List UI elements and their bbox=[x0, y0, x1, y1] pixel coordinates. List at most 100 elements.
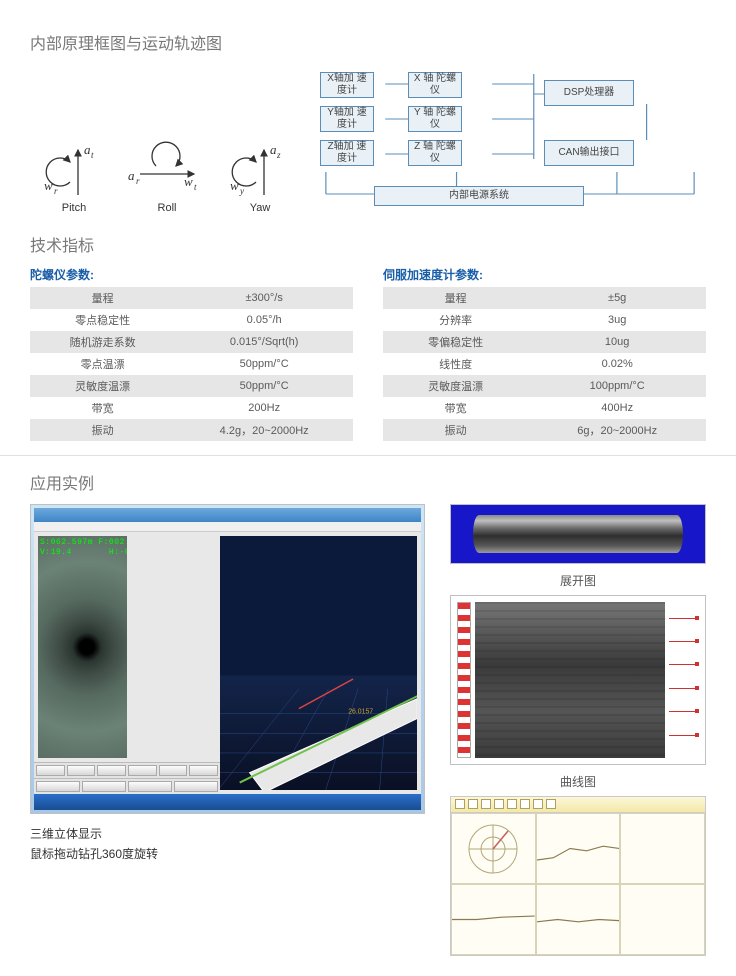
bd-x-accel: X轴加 速度计 bbox=[320, 72, 374, 98]
spec-name: 分辨率 bbox=[383, 309, 528, 331]
axis-yaw: a z w y Yaw bbox=[226, 140, 294, 214]
spec-value: 0.015°/Sqrt(h) bbox=[175, 331, 353, 353]
strip-log bbox=[450, 595, 706, 765]
spec-name: 带宽 bbox=[383, 397, 528, 419]
table-row: 零偏稳定性10ug bbox=[383, 331, 706, 353]
label-unfold: 展开图 bbox=[450, 572, 706, 589]
spec-name: 线性度 bbox=[383, 353, 528, 375]
svg-text:r: r bbox=[54, 186, 58, 196]
section-title-specs: 技术指标 bbox=[30, 232, 706, 256]
win-titlebar bbox=[34, 508, 421, 522]
spec-name: 量程 bbox=[30, 287, 175, 309]
spec-name: 振动 bbox=[30, 419, 175, 441]
cam-button-row2 bbox=[34, 778, 220, 794]
spec-value: 400Hz bbox=[528, 397, 706, 419]
table-row: 线性度0.02% bbox=[383, 353, 706, 375]
svg-text:r: r bbox=[136, 176, 140, 186]
bd-y-accel: Y轴加 速度计 bbox=[320, 106, 374, 132]
spec-value: ±300°/s bbox=[175, 287, 353, 309]
core-image bbox=[475, 602, 665, 758]
spec-value: 0.02% bbox=[528, 353, 706, 375]
spec-table-accel: 量程±5g分辨率3ug零偏稳定性10ug线性度0.02%灵敏度温漂100ppm/… bbox=[383, 287, 706, 441]
spec-head-accel: 伺服加速度计参数: bbox=[383, 266, 706, 283]
cylinder-render bbox=[450, 504, 706, 564]
spec-value: 0.05°/h bbox=[175, 309, 353, 331]
win-menubar bbox=[34, 522, 421, 532]
spec-value: 50ppm/°C bbox=[175, 353, 353, 375]
bd-z-accel: Z轴加 速度计 bbox=[320, 140, 374, 166]
table-row: 随机游走系数0.015°/Sqrt(h) bbox=[30, 331, 353, 353]
svg-text:t: t bbox=[194, 182, 197, 192]
curve-panel bbox=[450, 796, 706, 956]
spec-name: 带宽 bbox=[30, 397, 175, 419]
principle-row: a t w r Pitch a r w t Roll bbox=[30, 64, 706, 214]
bd-power: 内部电源系统 bbox=[374, 186, 584, 206]
spec-value: 200Hz bbox=[175, 397, 353, 419]
spec-name: 振动 bbox=[383, 419, 528, 441]
axis-label: Yaw bbox=[250, 202, 271, 214]
block-diagram: X轴加 速度计 Y轴加 速度计 Z轴加 速度计 X 轴 陀螺仪 Y 轴 陀螺仪 … bbox=[314, 64, 706, 214]
table-row: 带宽200Hz bbox=[30, 397, 353, 419]
axis-roll: a r w t Roll bbox=[128, 140, 206, 214]
spec-value: 4.2g，20~2000Hz bbox=[175, 419, 353, 441]
table-row: 零点温漂50ppm/°C bbox=[30, 353, 353, 375]
table-row: 振动4.2g，20~2000Hz bbox=[30, 419, 353, 441]
tick-column bbox=[669, 602, 699, 758]
svg-text:w: w bbox=[184, 174, 193, 189]
spec-accel: 伺服加速度计参数: 量程±5g分辨率3ug零偏稳定性10ug线性度0.02%灵敏… bbox=[383, 266, 706, 441]
table-row: 灵敏度温漂100ppm/°C bbox=[383, 375, 706, 397]
spec-name: 零点温漂 bbox=[30, 353, 175, 375]
table-row: 量程±5g bbox=[383, 287, 706, 309]
table-row: 量程±300°/s bbox=[30, 287, 353, 309]
screenshot-3d: S:062.597m F:002.9 V:19.4 H:-03.0 bbox=[30, 504, 425, 956]
table-row: 零点稳定性0.05°/h bbox=[30, 309, 353, 331]
cam-button-row bbox=[34, 762, 220, 778]
table-row: 振动6g，20~2000Hz bbox=[383, 419, 706, 441]
spec-name: 灵敏度温漂 bbox=[30, 375, 175, 397]
spec-name: 灵敏度温漂 bbox=[383, 375, 528, 397]
svg-text:26.0157: 26.0157 bbox=[348, 709, 373, 716]
spec-value: 10ug bbox=[528, 331, 706, 353]
svg-text:a: a bbox=[128, 168, 135, 183]
spec-name: 零偏稳定性 bbox=[383, 331, 528, 353]
svg-text:a: a bbox=[84, 142, 91, 157]
osd-line2: V:19.4 H:-03.0 bbox=[40, 548, 127, 557]
bd-dsp: DSP处理器 bbox=[544, 80, 634, 106]
spec-value: 100ppm/°C bbox=[528, 375, 706, 397]
bd-y-gyro: Y 轴 陀螺仪 bbox=[408, 106, 462, 132]
spec-name: 量程 bbox=[383, 287, 528, 309]
section-title-application: 应用实例 bbox=[30, 470, 706, 494]
spec-name: 零点稳定性 bbox=[30, 309, 175, 331]
spec-gyro: 陀螺仪参数: 量程±300°/s零点稳定性0.05°/h随机游走系数0.015°… bbox=[30, 266, 353, 441]
bd-z-gyro: Z 轴 陀螺仪 bbox=[408, 140, 462, 166]
svg-text:w: w bbox=[44, 178, 53, 193]
svg-text:z: z bbox=[276, 150, 281, 160]
spec-head-gyro: 陀螺仪参数: bbox=[30, 266, 353, 283]
application-row: S:062.597m F:002.9 V:19.4 H:-03.0 bbox=[30, 504, 706, 956]
osd-line1: S:062.597m F:002.9 bbox=[40, 538, 127, 547]
table-row: 灵敏度温漂50ppm/°C bbox=[30, 375, 353, 397]
3d-viewport: 26.0157 bbox=[220, 536, 417, 790]
spec-value: 50ppm/°C bbox=[175, 375, 353, 397]
axis-pitch: a t w r Pitch bbox=[40, 140, 108, 214]
caption-3d-2: 鼠标拖动钻孔360度旋转 bbox=[30, 844, 425, 864]
depth-ruler bbox=[457, 602, 471, 758]
specs-row: 陀螺仪参数: 量程±300°/s零点稳定性0.05°/h随机游走系数0.015°… bbox=[30, 266, 706, 441]
table-row: 带宽400Hz bbox=[383, 397, 706, 419]
table-row: 分辨率3ug bbox=[383, 309, 706, 331]
axis-symbols: a t w r Pitch a r w t Roll bbox=[30, 64, 294, 214]
bd-x-gyro: X 轴 陀螺仪 bbox=[408, 72, 462, 98]
spec-value: ±5g bbox=[528, 287, 706, 309]
curve-toolbar bbox=[451, 797, 705, 813]
svg-text:a: a bbox=[270, 142, 277, 157]
label-curve: 曲线图 bbox=[450, 773, 706, 790]
svg-text:y: y bbox=[239, 186, 244, 196]
spec-value: 3ug bbox=[528, 309, 706, 331]
axis-label: Pitch bbox=[62, 202, 86, 214]
caption-3d-1: 三维立体显示 bbox=[30, 824, 425, 844]
svg-text:t: t bbox=[91, 150, 94, 160]
axis-label: Roll bbox=[158, 202, 177, 214]
spec-table-gyro: 量程±300°/s零点稳定性0.05°/h随机游走系数0.015°/Sqrt(h… bbox=[30, 287, 353, 441]
section-title-principle: 内部原理框图与运动轨迹图 bbox=[30, 30, 706, 54]
spec-value: 6g，20~2000Hz bbox=[528, 419, 706, 441]
